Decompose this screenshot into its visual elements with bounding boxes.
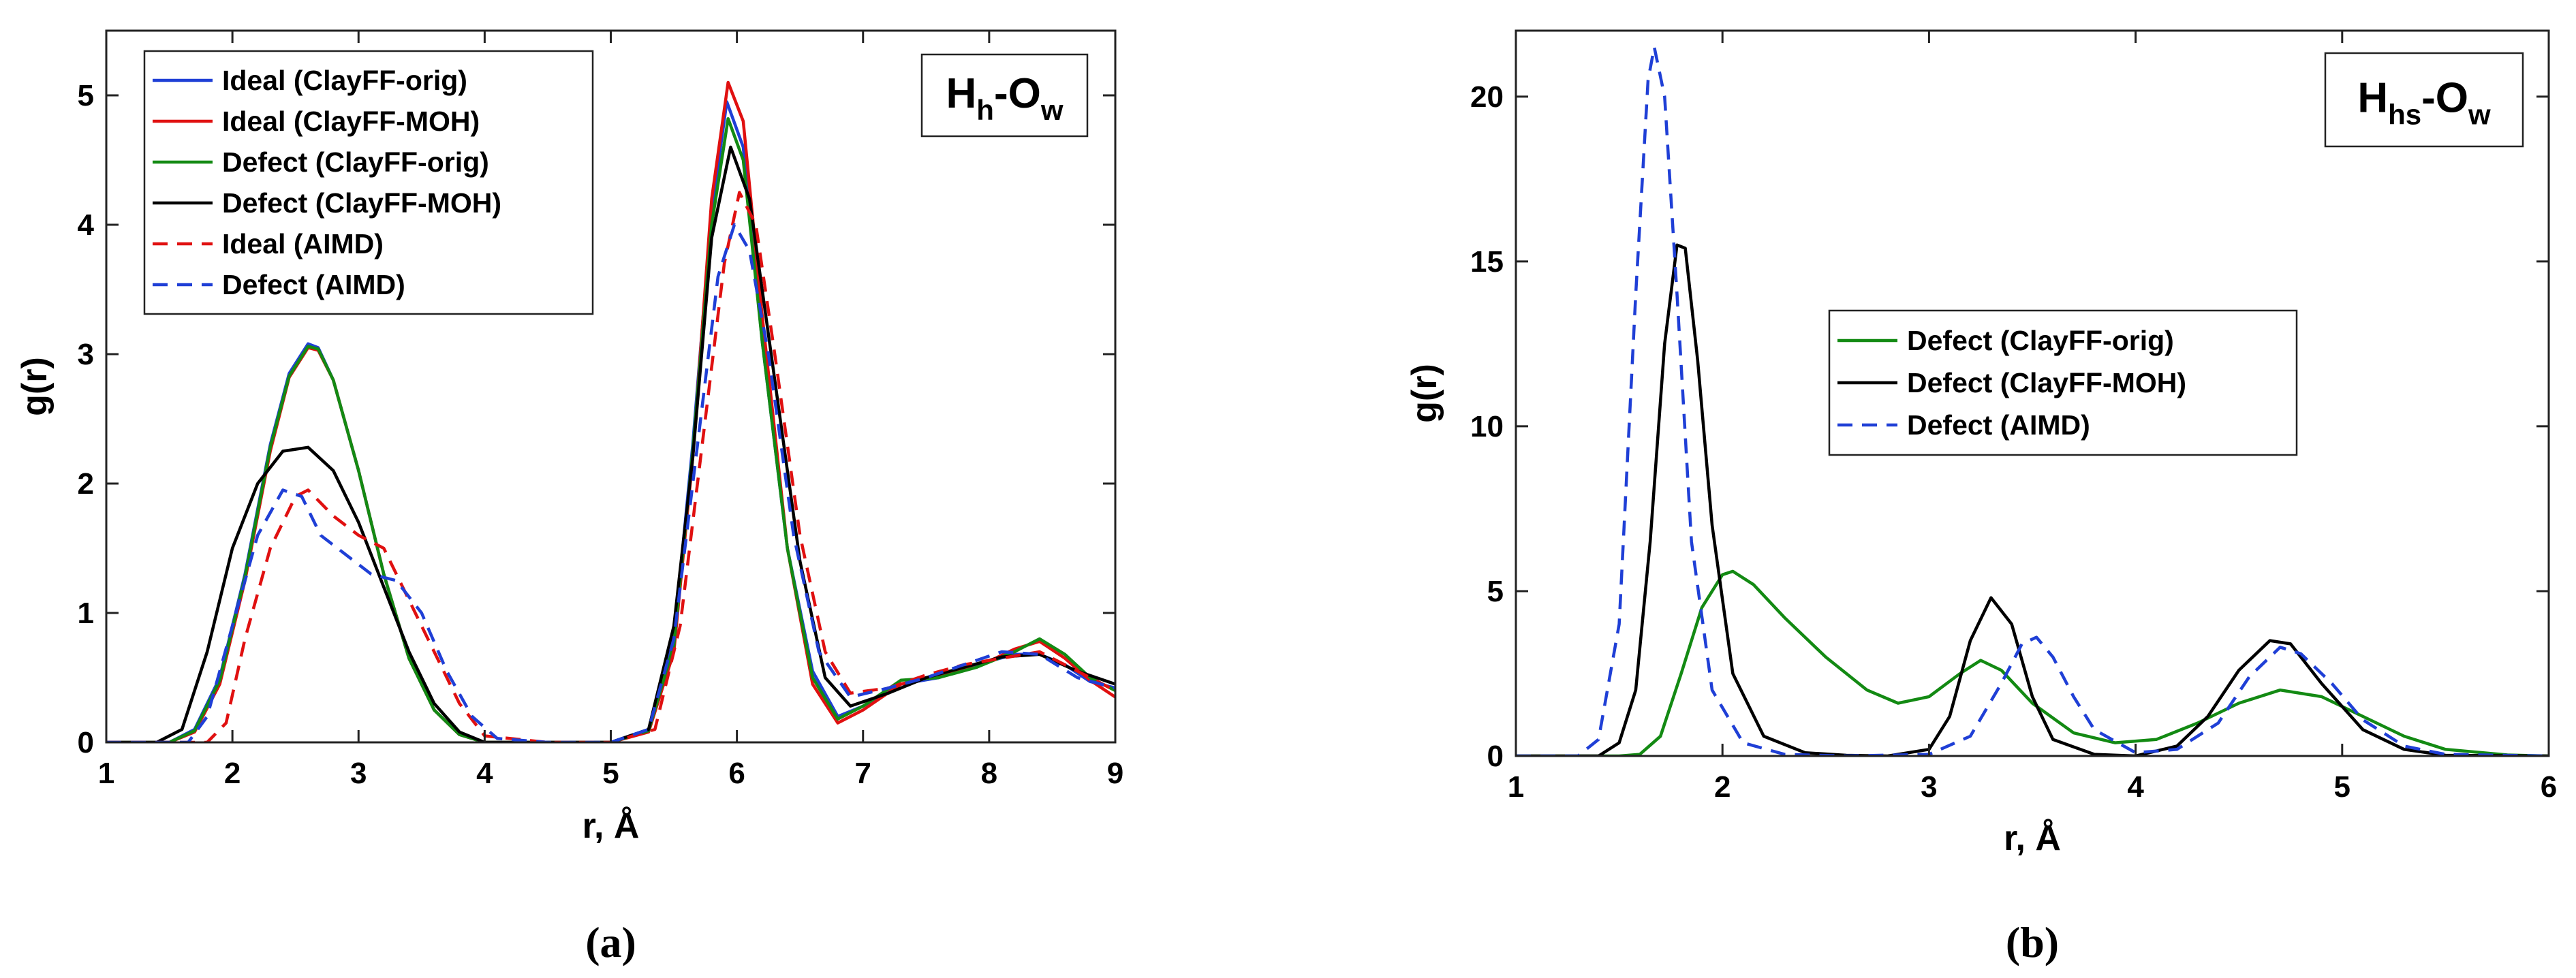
legend-entry: Defect (ClayFF-orig) — [222, 146, 489, 178]
x-tick-label: 6 — [2541, 770, 2557, 804]
legend-entry: Defect (AIMD) — [1907, 409, 2090, 441]
x-tick-label: 3 — [350, 757, 367, 790]
legend-entry: Ideal (AIMD) — [222, 228, 384, 259]
series-group — [1516, 45, 2549, 756]
x-tick-label: 2 — [224, 757, 240, 790]
y-tick-label: 3 — [78, 338, 94, 371]
y-tick-label: 4 — [78, 208, 95, 242]
legend-entry: Ideal (ClayFF-MOH) — [222, 106, 480, 137]
annotation-label: Hh-Ow — [920, 53, 1089, 138]
x-tick-label: 4 — [476, 757, 493, 790]
series-line-defect-aimd — [1516, 45, 2549, 756]
x-tick-label: 1 — [1508, 770, 1524, 804]
y-tick-label: 0 — [78, 726, 94, 759]
legend-entry: Defect (ClayFF-MOH) — [1907, 367, 2186, 398]
annotation-label: Hhs-Ow — [2324, 52, 2524, 148]
legend-box — [1828, 309, 2298, 456]
y-tick-label: 5 — [78, 79, 94, 112]
y-tick-label: 2 — [78, 467, 94, 501]
y-tick-label: 15 — [1470, 245, 1504, 279]
x-tick-label: 3 — [1921, 770, 1937, 804]
y-axis-label: g(r) — [15, 357, 55, 416]
panel-label: (a) — [585, 918, 636, 966]
x-tick-label: 8 — [981, 757, 997, 790]
chart-b: 1 2 3 4 5 6 0 5 10 15 20 r, Å g(r) Defect (ClayFF-ori… — [1405, 29, 2557, 966]
annotation-text: Hhs-Ow — [2357, 75, 2491, 131]
series-line-defect-clayff-orig — [1516, 569, 2549, 756]
x-tick-label: 4 — [2127, 770, 2144, 804]
legend-entry: Defect (ClayFF-MOH) — [222, 187, 501, 219]
legend: Defect (ClayFF-orig) Defect (ClayFF-MOH) D… — [1828, 309, 2298, 456]
x-tick-label: 5 — [2334, 770, 2350, 804]
panel-label: (b) — [2006, 918, 2059, 966]
x-tick-label: 6 — [728, 757, 745, 790]
y-tick-label: 0 — [1487, 740, 1504, 773]
x-axis-label: r, Å — [583, 806, 640, 846]
legend-box — [143, 50, 594, 315]
annotation-text: Hh-Ow — [946, 70, 1064, 126]
series-line-defect-aimd — [106, 223, 1115, 742]
legend-entry: Defect (ClayFF-orig) — [1907, 325, 2174, 356]
y-tick-label: 10 — [1470, 410, 1504, 443]
y-tick-label: 1 — [78, 597, 94, 630]
y-tick-label: 5 — [1487, 575, 1504, 608]
legend-entry: Defect (AIMD) — [222, 269, 405, 300]
plot-frame — [1515, 29, 2550, 757]
legend-entry: Ideal (ClayFF-orig) — [222, 65, 467, 96]
y-axis-label: g(r) — [1405, 364, 1444, 423]
x-axis-label: r, Å — [2004, 819, 2061, 858]
y-tick-label: 20 — [1470, 80, 1504, 114]
series-line-defect-clayff-moh — [1516, 243, 2549, 756]
legend: Ideal (ClayFF-orig) Ideal (ClayFF-MOH) Def… — [143, 50, 594, 315]
annotation-box — [920, 53, 1089, 138]
annotation-box — [2324, 52, 2524, 148]
series-group — [106, 80, 1115, 742]
x-tick-label: 5 — [602, 757, 619, 790]
x-tick-label: 1 — [98, 757, 114, 790]
x-tick-label: 9 — [1107, 757, 1123, 790]
x-tick-label: 2 — [1714, 770, 1731, 804]
x-tick-label: 7 — [855, 757, 871, 790]
